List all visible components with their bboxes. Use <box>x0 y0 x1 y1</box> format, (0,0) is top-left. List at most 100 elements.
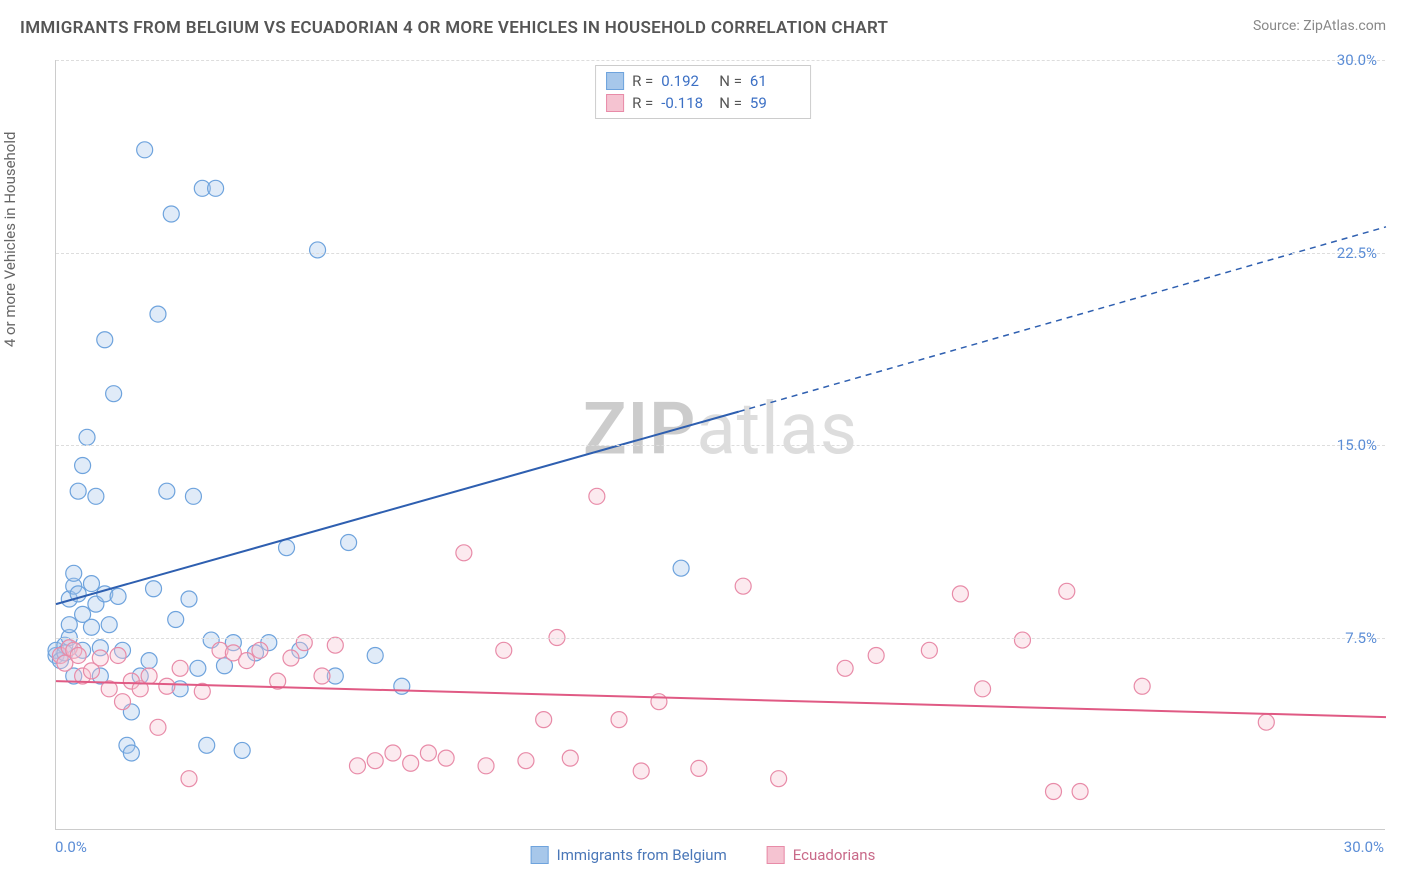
y-axis-label: 4 or more Vehicles in Household <box>1 132 19 348</box>
n-label: N = <box>719 72 742 90</box>
x-axis-min: 0.0% <box>55 838 87 856</box>
series-legend: Immigrants from Belgium Ecuadorians <box>531 846 876 864</box>
chart-title: IMMIGRANTS FROM BELGIUM VS ECUADORIAN 4 … <box>20 18 888 38</box>
r-value: -0.118 <box>661 94 711 112</box>
data-point <box>168 612 184 628</box>
r-label: R = <box>632 94 653 112</box>
data-point <box>456 545 472 561</box>
data-point <box>837 660 853 676</box>
title-bar: IMMIGRANTS FROM BELGIUM VS ECUADORIAN 4 … <box>20 18 1386 38</box>
stats-row: R = -0.118 N = 59 <box>606 92 800 114</box>
data-point <box>83 576 99 592</box>
data-point <box>952 586 968 602</box>
data-point <box>673 560 689 576</box>
y-tick-label: 15.0% <box>1337 436 1377 454</box>
legend-swatch <box>606 94 624 112</box>
data-point <box>106 386 122 402</box>
data-point <box>868 647 884 663</box>
data-point <box>279 540 295 556</box>
y-tick-label: 22.5% <box>1337 244 1377 262</box>
legend-item: Immigrants from Belgium <box>531 846 727 864</box>
data-point <box>562 750 578 766</box>
data-point <box>141 653 157 669</box>
data-point <box>283 650 299 666</box>
data-point <box>110 588 126 604</box>
data-point <box>75 458 91 474</box>
r-label: R = <box>632 72 653 90</box>
data-point <box>159 678 175 694</box>
n-value: 59 <box>750 94 800 112</box>
stats-legend: R = 0.192 N = 61 R = -0.118 N = 59 <box>595 65 811 119</box>
data-point <box>185 488 201 504</box>
trend-line-extension <box>739 227 1386 412</box>
trend-line <box>56 412 739 605</box>
data-point <box>349 758 365 774</box>
data-point <box>771 771 787 787</box>
trend-line <box>56 681 1386 717</box>
data-point <box>1072 784 1088 800</box>
data-point <box>975 681 991 697</box>
data-point <box>83 619 99 635</box>
data-point <box>66 565 82 581</box>
data-point <box>115 694 131 710</box>
n-value: 61 <box>750 72 800 90</box>
data-point <box>496 642 512 658</box>
data-point <box>137 142 153 158</box>
data-point <box>1014 632 1030 648</box>
data-point <box>190 660 206 676</box>
legend-label: Ecuadorians <box>793 846 876 864</box>
r-value: 0.192 <box>661 72 711 90</box>
grid-line <box>56 253 1385 254</box>
data-point <box>101 617 117 633</box>
data-point <box>123 745 139 761</box>
data-point <box>88 488 104 504</box>
data-point <box>1134 678 1150 694</box>
data-point <box>633 763 649 779</box>
plot-area: ZIPatlas 7.5%15.0%22.5%30.0% <box>55 60 1385 830</box>
data-point <box>1258 714 1274 730</box>
legend-swatch <box>531 846 549 864</box>
data-point <box>110 647 126 663</box>
data-point <box>172 660 188 676</box>
data-point <box>589 488 605 504</box>
grid-line <box>56 445 1385 446</box>
data-point <box>518 753 534 769</box>
data-point <box>327 637 343 653</box>
data-point <box>420 745 436 761</box>
data-point <box>159 483 175 499</box>
data-point <box>314 668 330 684</box>
source-attribution: Source: ZipAtlas.com <box>1253 18 1386 34</box>
x-axis-max: 30.0% <box>1344 838 1384 856</box>
data-point <box>385 745 401 761</box>
data-point <box>1046 784 1062 800</box>
data-point <box>141 668 157 684</box>
data-point <box>181 591 197 607</box>
data-point <box>239 653 255 669</box>
data-point <box>735 578 751 594</box>
data-point <box>208 180 224 196</box>
grid-line <box>56 60 1385 61</box>
data-point <box>70 647 86 663</box>
data-point <box>146 581 162 597</box>
stats-row: R = 0.192 N = 61 <box>606 70 800 92</box>
data-point <box>394 678 410 694</box>
data-point <box>199 737 215 753</box>
data-point <box>536 712 552 728</box>
data-point <box>97 332 113 348</box>
y-tick-label: 30.0% <box>1337 51 1377 69</box>
data-point <box>150 306 166 322</box>
data-point <box>234 742 250 758</box>
data-point <box>403 755 419 771</box>
data-point <box>367 753 383 769</box>
data-point <box>691 760 707 776</box>
data-point <box>651 694 667 710</box>
data-point <box>367 647 383 663</box>
data-point <box>79 429 95 445</box>
data-point <box>181 771 197 787</box>
data-point <box>163 206 179 222</box>
data-point <box>341 535 357 551</box>
data-point <box>478 758 494 774</box>
data-point <box>150 719 166 735</box>
n-label: N = <box>719 94 742 112</box>
grid-line <box>56 638 1385 639</box>
